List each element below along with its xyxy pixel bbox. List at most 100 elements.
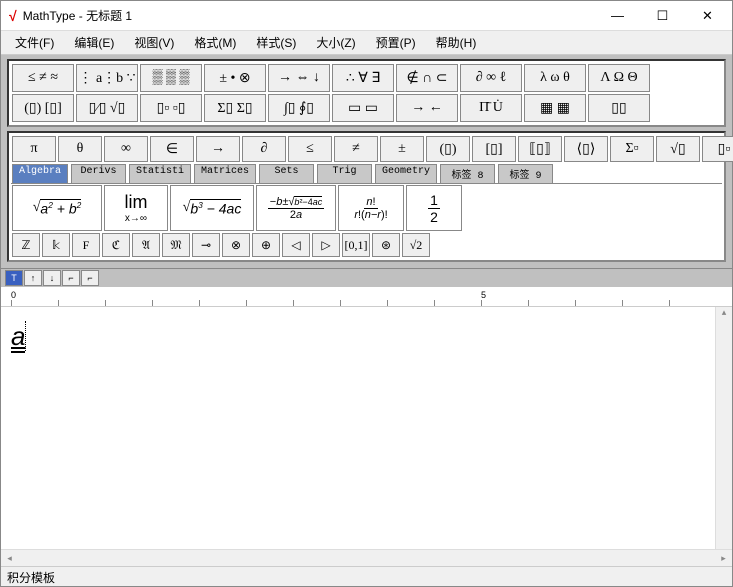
equation-content[interactable]: a <box>1 307 732 366</box>
palette-button[interactable]: ⟨▯⟩ <box>564 136 608 162</box>
format-button[interactable]: T <box>5 270 23 286</box>
palette-button[interactable]: ± <box>380 136 424 162</box>
palette-button[interactable]: Σ▫ <box>610 136 654 162</box>
format-button[interactable]: ⌐ <box>81 270 99 286</box>
palette-button[interactable]: Π̄ U̇ <box>460 94 522 122</box>
palette-button[interactable]: ◁ <box>282 233 310 257</box>
palette-button[interactable]: ⊛ <box>372 233 400 257</box>
palette-button[interactable]: [0,1] <box>342 233 370 257</box>
palette-button[interactable]: ∴ ∀ ∃ <box>332 64 394 92</box>
palette-button[interactable]: ⊕ <box>252 233 280 257</box>
ruler-tick <box>340 300 341 306</box>
expression-template[interactable]: √a2 + b2 <box>12 185 102 231</box>
scroll-track[interactable] <box>18 550 715 566</box>
expression-template[interactable]: n!r!(n−r)! <box>338 185 404 231</box>
palette-button[interactable]: 𝕜 <box>42 233 70 257</box>
palette-button[interactable]: ⟦▯⟧ <box>518 136 562 162</box>
palette-button[interactable]: ▯▫ <box>702 136 733 162</box>
palette-button[interactable]: ▯▫ ▫▯ <box>140 94 202 122</box>
palette-button[interactable]: ℭ <box>102 233 130 257</box>
palette-button[interactable]: (▯) [▯] <box>12 94 74 122</box>
palette-button[interactable]: F <box>72 233 100 257</box>
ruler-tick <box>152 300 153 306</box>
format-button[interactable]: ↑ <box>24 270 42 286</box>
titlebar: √ MathType - 无标题 1 — ☐ ✕ <box>1 1 732 31</box>
palette-button[interactable]: ∂ <box>242 136 286 162</box>
palette-button[interactable]: ℤ <box>12 233 40 257</box>
menu-item[interactable]: 编辑(E) <box>64 31 124 54</box>
minimize-button[interactable]: — <box>595 1 640 30</box>
format-button[interactable]: ↓ <box>43 270 61 286</box>
palette-button[interactable]: ≤ <box>288 136 332 162</box>
palette-button[interactable]: ≠ <box>334 136 378 162</box>
category-tab[interactable]: Statisti <box>129 164 191 183</box>
palette-button[interactable]: λ ω θ <box>524 64 586 92</box>
palette-button[interactable]: θ <box>58 136 102 162</box>
palette-button[interactable]: √2 <box>402 233 430 257</box>
ruler: 05 <box>1 287 732 307</box>
menu-item[interactable]: 文件(F) <box>5 31 64 54</box>
expression-template[interactable]: √b3 − 4ac <box>170 185 254 231</box>
vertical-scrollbar[interactable]: ▴ <box>715 307 732 549</box>
ruler-tick <box>58 300 59 306</box>
palette-button[interactable]: ▒ ▒ ▒ <box>140 64 202 92</box>
menu-item[interactable]: 样式(S) <box>246 31 306 54</box>
palette-button[interactable]: ⋮ a⋮b ∵ <box>76 64 138 92</box>
expression-template[interactable]: limx→∞ <box>104 185 168 231</box>
close-button[interactable]: ✕ <box>685 1 730 30</box>
palette-button[interactable]: ⊗ <box>222 233 250 257</box>
palette-button[interactable]: √▯ <box>656 136 700 162</box>
category-tab[interactable]: 标签 8 <box>440 164 495 183</box>
expression-template[interactable]: 12 <box>406 185 462 231</box>
palette-button[interactable]: ± • ⊗ <box>204 64 266 92</box>
editor-area[interactable]: a ▴ <box>1 307 732 549</box>
format-button[interactable]: ⌐ <box>62 270 80 286</box>
category-tab[interactable]: Geometry <box>375 164 437 183</box>
palette-button[interactable]: → <box>196 136 240 162</box>
maximize-button[interactable]: ☐ <box>640 1 685 30</box>
scroll-right-icon[interactable]: ▸ <box>715 550 732 566</box>
category-tab[interactable]: Trig <box>317 164 372 183</box>
palette-button[interactable]: ⊸ <box>192 233 220 257</box>
menu-item[interactable]: 视图(V) <box>124 31 184 54</box>
expression-template[interactable]: −b±√b²−4ac2a <box>256 185 336 231</box>
menu-item[interactable]: 格式(M) <box>184 31 246 54</box>
palette-button[interactable]: ▦ ▦ <box>524 94 586 122</box>
palette-button[interactable]: [▯] <box>472 136 516 162</box>
palette-button[interactable]: Σ▯ Σ▯ <box>204 94 266 122</box>
palette-button[interactable]: ∫▯ ∮▯ <box>268 94 330 122</box>
status-bar: 积分模板 <box>1 566 732 586</box>
template-palette-box: πθ∞∈→∂≤≠±(▯)[▯]⟦▯⟧⟨▯⟩Σ▫√▯▯▫▫▯▯▫ AlgebraD… <box>7 131 726 262</box>
category-tab[interactable]: Matrices <box>194 164 256 183</box>
category-tab[interactable]: Algebra <box>12 164 68 183</box>
palette-button[interactable]: ▯⁄▯ √▯ <box>76 94 138 122</box>
palette-button[interactable]: (▯) <box>426 136 470 162</box>
ruler-number: 5 <box>481 290 486 300</box>
palette-button[interactable]: ∞ <box>104 136 148 162</box>
palette-button[interactable]: 𝔐 <box>162 233 190 257</box>
palette-button[interactable]: π <box>12 136 56 162</box>
palette-button[interactable]: ∂ ∞ ℓ <box>460 64 522 92</box>
palette-button[interactable]: ▭ ▭ <box>332 94 394 122</box>
palette-button[interactable]: ▷ <box>312 233 340 257</box>
palette-button[interactable]: ∉ ∩ ⊂ <box>396 64 458 92</box>
scroll-left-icon[interactable]: ◂ <box>1 550 18 566</box>
palette-button[interactable]: → ← <box>396 94 458 122</box>
palette-button[interactable]: ▯▯ <box>588 94 650 122</box>
palette-button[interactable]: ≤ ≠ ≈ <box>12 64 74 92</box>
palette-button[interactable]: Λ Ω Θ <box>588 64 650 92</box>
palette-button[interactable]: ∈ <box>150 136 194 162</box>
category-tab[interactable]: Sets <box>259 164 314 183</box>
horizontal-scrollbar[interactable]: ◂ ▸ <box>1 549 732 566</box>
category-tab[interactable]: Derivs <box>71 164 126 183</box>
palette-button[interactable]: 𝔄 <box>132 233 160 257</box>
category-tab[interactable]: 标签 9 <box>498 164 553 183</box>
ruler-tick <box>669 300 670 306</box>
window-title: MathType - 无标题 1 <box>23 7 595 24</box>
ruler-tick <box>11 300 12 306</box>
menu-item[interactable]: 帮助(H) <box>426 31 487 54</box>
expression-row: √a2 + b2limx→∞√b3 − 4ac−b±√b²−4ac2an!r!(… <box>11 183 722 232</box>
menu-item[interactable]: 预置(P) <box>366 31 426 54</box>
menu-item[interactable]: 大小(Z) <box>306 31 365 54</box>
palette-button[interactable]: → ⇔ ↓ <box>268 64 330 92</box>
